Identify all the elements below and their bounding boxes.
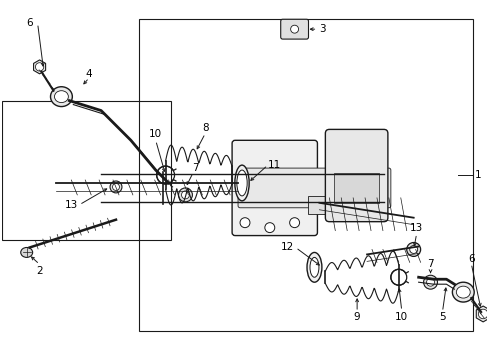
Bar	[307, 196, 326, 214]
Circle shape	[406, 243, 420, 256]
Bar	[139, 19, 472, 331]
Text: 10: 10	[394, 312, 407, 322]
Circle shape	[178, 188, 192, 202]
Text: 4: 4	[86, 69, 92, 79]
Text: 7: 7	[427, 259, 433, 269]
Text: 8: 8	[202, 123, 208, 134]
Circle shape	[423, 275, 437, 289]
Text: 6: 6	[26, 18, 33, 28]
Text: 5: 5	[438, 312, 445, 322]
Circle shape	[289, 218, 299, 228]
Ellipse shape	[54, 91, 68, 103]
Bar	[334, 173, 378, 203]
Circle shape	[426, 278, 434, 286]
Ellipse shape	[236, 170, 246, 196]
Circle shape	[477, 309, 487, 319]
Text: 3: 3	[319, 24, 325, 34]
Circle shape	[409, 246, 417, 253]
Text: 13: 13	[64, 200, 78, 210]
Ellipse shape	[309, 257, 318, 277]
Ellipse shape	[451, 282, 473, 302]
FancyBboxPatch shape	[238, 168, 390, 208]
Ellipse shape	[234, 165, 249, 201]
FancyBboxPatch shape	[232, 140, 317, 235]
Ellipse shape	[306, 252, 321, 282]
Ellipse shape	[455, 286, 469, 298]
Circle shape	[181, 191, 189, 199]
Text: 7: 7	[192, 163, 198, 173]
Circle shape	[240, 218, 249, 228]
Text: 10: 10	[149, 129, 162, 139]
Text: 13: 13	[409, 222, 423, 233]
Polygon shape	[34, 60, 45, 74]
Text: 1: 1	[474, 170, 481, 180]
Circle shape	[264, 223, 274, 233]
Bar	[2, 100, 170, 239]
FancyBboxPatch shape	[325, 129, 387, 222]
Text: 6: 6	[467, 255, 473, 264]
Ellipse shape	[20, 247, 33, 257]
Polygon shape	[475, 306, 488, 322]
Text: 9: 9	[353, 312, 360, 322]
Ellipse shape	[50, 87, 72, 107]
Text: 12: 12	[281, 243, 294, 252]
FancyBboxPatch shape	[280, 19, 308, 39]
Circle shape	[290, 25, 298, 33]
Circle shape	[35, 63, 43, 71]
Text: 11: 11	[267, 160, 281, 170]
Circle shape	[112, 184, 119, 190]
Text: 2: 2	[36, 266, 43, 276]
Circle shape	[110, 181, 122, 193]
